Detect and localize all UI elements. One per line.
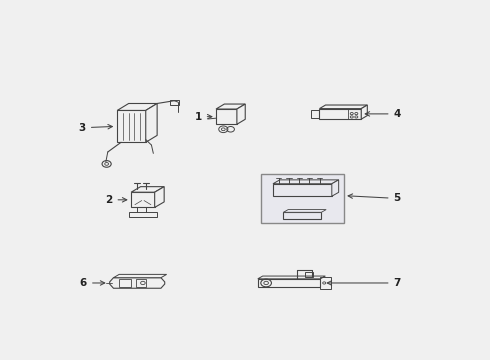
Bar (258, 279, 320, 287)
Polygon shape (131, 186, 164, 192)
Polygon shape (361, 105, 368, 119)
Bar (261, 174, 344, 223)
Polygon shape (114, 274, 167, 278)
Polygon shape (117, 103, 157, 111)
Polygon shape (319, 105, 368, 109)
Polygon shape (146, 103, 157, 142)
Bar (305, 272, 314, 277)
Bar (129, 212, 157, 217)
Polygon shape (273, 180, 339, 184)
Polygon shape (155, 186, 164, 207)
Bar (119, 279, 131, 287)
Bar (216, 109, 237, 124)
Polygon shape (283, 210, 326, 212)
Bar (311, 110, 319, 118)
Text: 2: 2 (105, 195, 127, 205)
Polygon shape (332, 180, 339, 196)
Bar (117, 111, 146, 142)
Bar (171, 100, 179, 105)
Polygon shape (237, 104, 245, 124)
Text: 4: 4 (365, 109, 401, 119)
Bar (320, 278, 331, 288)
Polygon shape (216, 104, 245, 109)
Text: 5: 5 (348, 193, 401, 203)
Text: 3: 3 (79, 123, 112, 133)
Text: 1: 1 (195, 112, 212, 122)
Bar (283, 212, 321, 219)
Text: 6: 6 (80, 278, 105, 288)
Bar (273, 184, 332, 196)
Text: 7: 7 (327, 278, 401, 288)
Bar (131, 192, 155, 207)
Bar (319, 109, 361, 119)
Bar (136, 279, 146, 287)
Polygon shape (258, 276, 325, 279)
